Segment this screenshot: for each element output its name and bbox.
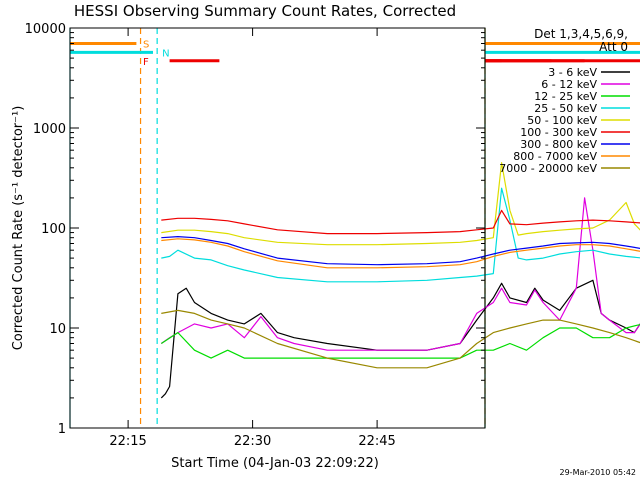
legend-label-7: 800 - 7000 keV bbox=[513, 150, 597, 163]
y-tick-label-0: 1 bbox=[58, 422, 66, 437]
x-tick-label-2: 22:45 bbox=[358, 434, 395, 449]
series-line-2 bbox=[160, 323, 640, 359]
x-tick-label-0: 22:15 bbox=[109, 434, 146, 449]
series-line-5 bbox=[161, 209, 640, 235]
legend-label-5: 100 - 300 keV bbox=[520, 126, 597, 139]
y-tick-label-2: 100 bbox=[41, 222, 66, 237]
series-line-0 bbox=[160, 279, 640, 399]
series-line-8 bbox=[161, 309, 640, 369]
flag-letter-n: N bbox=[162, 48, 169, 59]
legend-label-1: 6 - 12 keV bbox=[541, 78, 597, 91]
plot-area: S N F bbox=[69, 28, 640, 428]
flag-letter-f: F bbox=[143, 57, 149, 68]
y-tick-label-3: 1000 bbox=[33, 122, 66, 137]
x-tick-label-1: 22:30 bbox=[234, 434, 271, 449]
y-tick-label-1: 10 bbox=[49, 322, 66, 337]
flag-letter-s: S bbox=[143, 39, 149, 50]
x-axis-label: Start Time (04-Jan-03 22:09:22) bbox=[171, 456, 379, 471]
series-line-6 bbox=[161, 236, 640, 266]
legend-label-0: 3 - 6 keV bbox=[548, 66, 597, 79]
chart-title: HESSI Observing Summary Count Rates, Cor… bbox=[74, 2, 456, 20]
legend-label-8: 7000 - 20000 keV bbox=[499, 162, 597, 175]
y-tick-label-4: 10000 bbox=[25, 22, 66, 37]
legend-label-4: 50 - 100 keV bbox=[527, 114, 597, 127]
legend-label-3: 25 - 50 keV bbox=[534, 102, 597, 115]
series-line-4 bbox=[161, 162, 640, 246]
legend-label-2: 12 - 25 keV bbox=[534, 90, 597, 103]
series-line-7 bbox=[161, 238, 640, 269]
legend-label-6: 300 - 800 keV bbox=[520, 138, 597, 151]
axes: 22:15 22:30 22:45 1 10 100 1000 10000 bbox=[25, 22, 485, 449]
footer-date: 29-Mar-2010 05:42 bbox=[560, 468, 637, 477]
legend-header-attenuator: Att 0 bbox=[599, 40, 628, 54]
y-axis-label: Corrected Count Rate (s⁻¹ detector⁻¹) bbox=[11, 106, 26, 351]
series-line-3 bbox=[161, 187, 640, 283]
legend-header-detectors: Det 1,3,4,5,6,9, bbox=[534, 27, 628, 41]
